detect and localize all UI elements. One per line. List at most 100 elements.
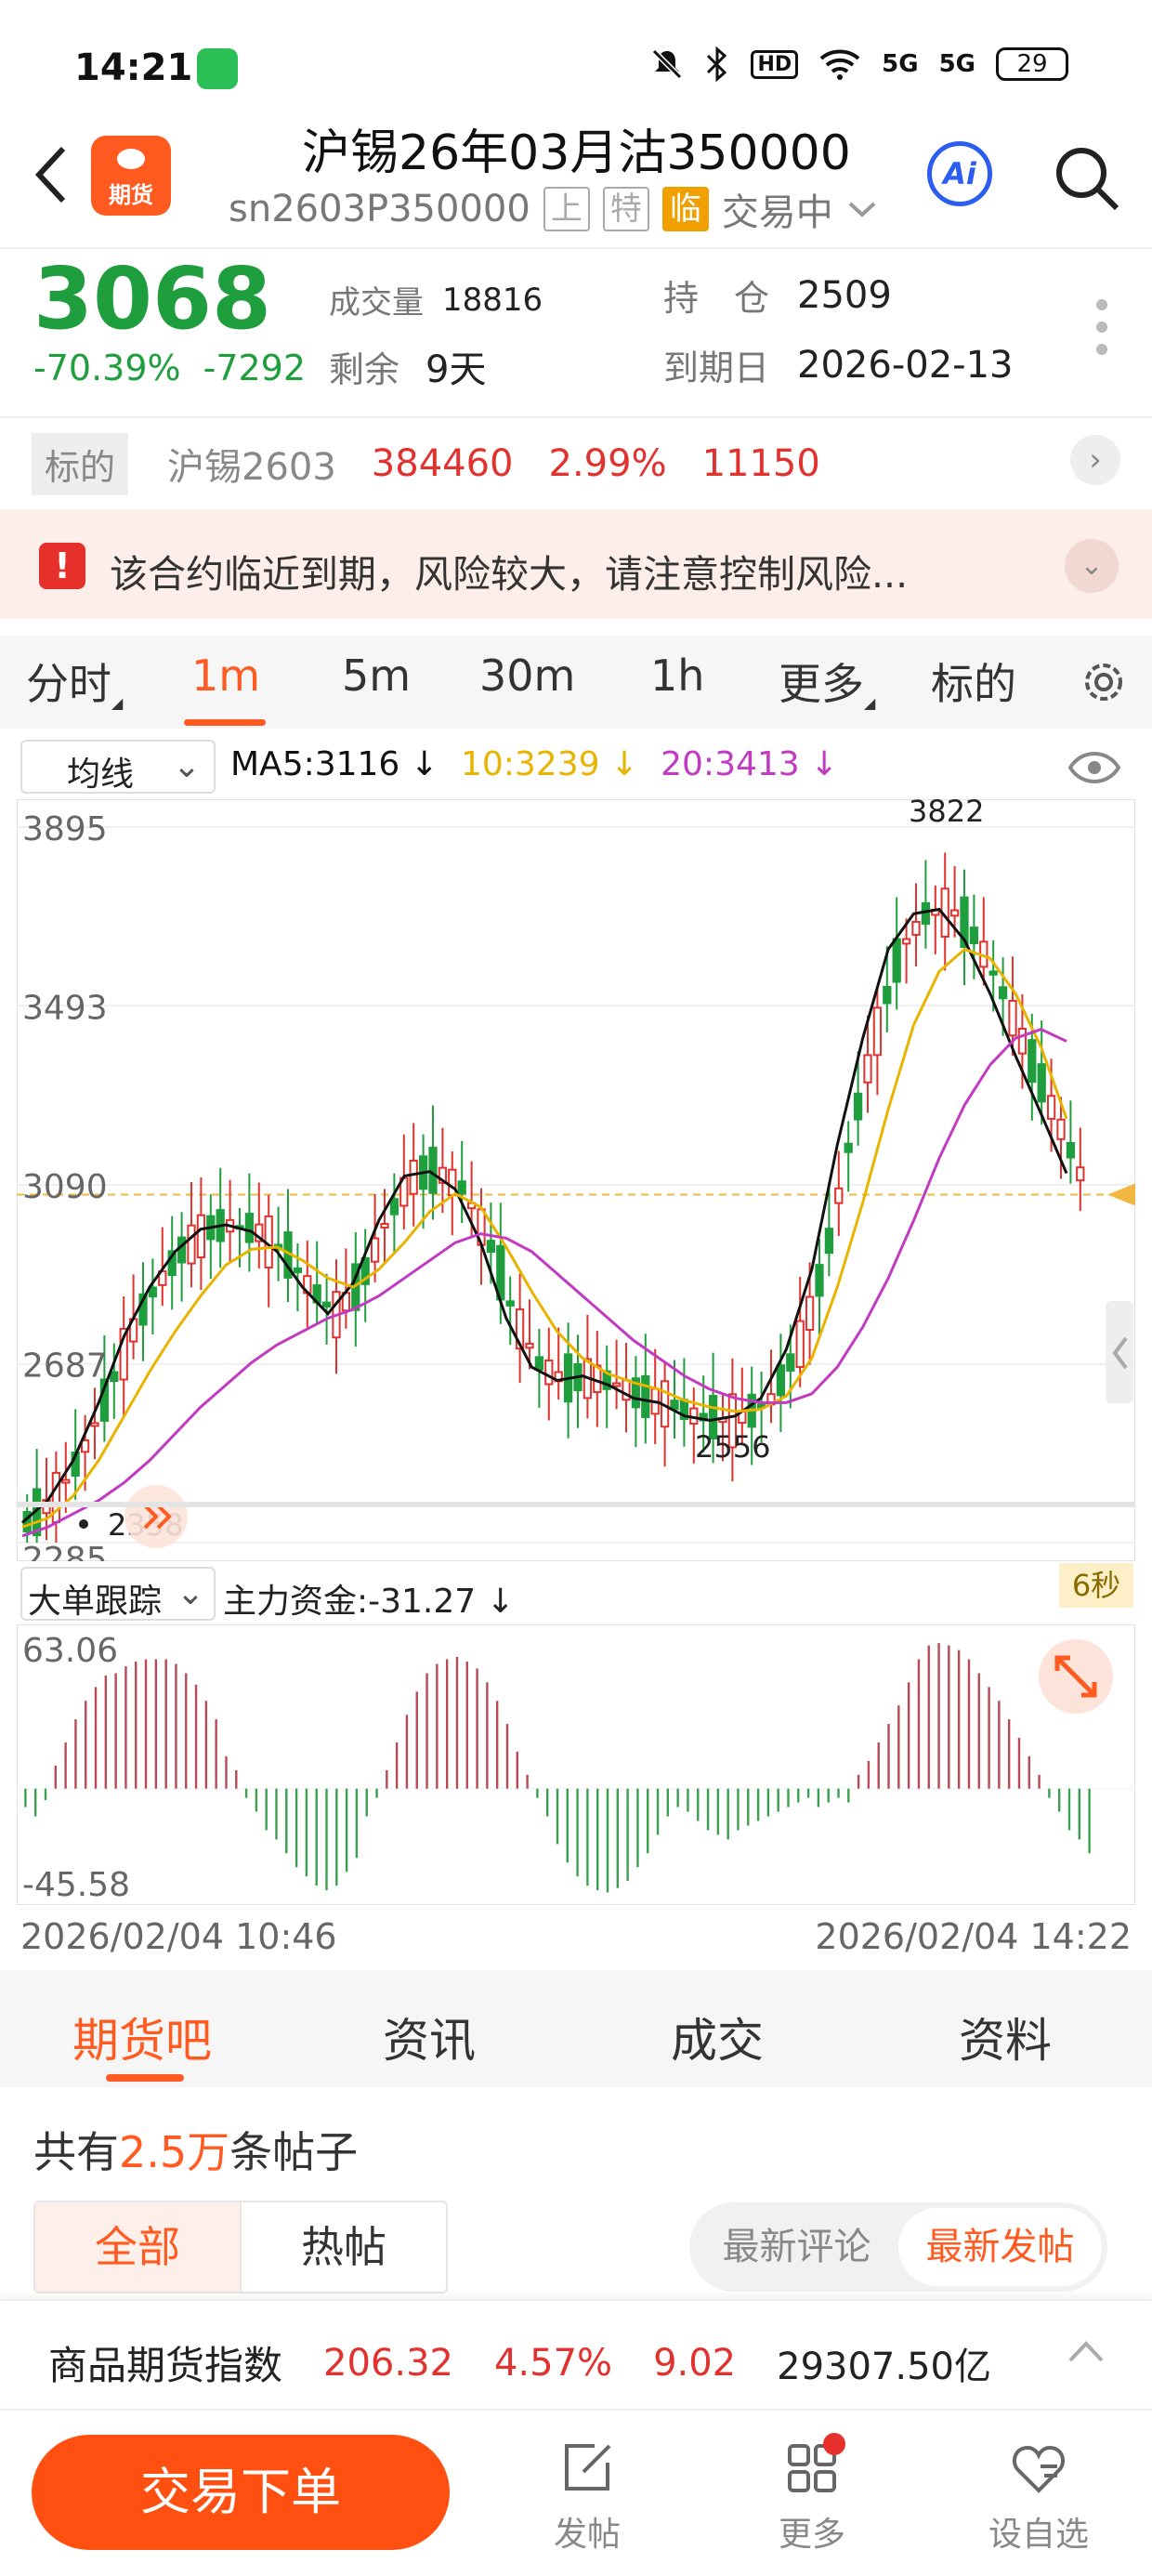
- more-label: 更多: [778, 2516, 845, 2554]
- underlying-pct: 2.99%: [548, 442, 667, 485]
- exchange-tag: 上: [543, 187, 590, 231]
- special-tag: 特: [602, 187, 649, 231]
- ai-assistant-button[interactable]: Ai: [927, 141, 992, 206]
- back-button[interactable]: [28, 138, 74, 212]
- eye-icon[interactable]: [1067, 749, 1122, 786]
- change-amount: -7292: [203, 348, 307, 388]
- candle-body: [1017, 1027, 1028, 1055]
- candle-body: [525, 1342, 534, 1349]
- underlying-price: 384460: [371, 442, 514, 485]
- candle-body: [448, 1168, 457, 1197]
- status-bar: 14:21 HD 5G 5G 29: [0, 0, 1152, 102]
- flow-selector[interactable]: 大单跟踪 ⌄: [20, 1567, 216, 1621]
- more-button[interactable]: 更多: [747, 2433, 877, 2556]
- heart-icon: [1012, 2445, 1066, 2493]
- candle-body: [138, 1293, 148, 1326]
- trading-status[interactable]: 交易中: [721, 191, 833, 234]
- y-tick-label: 3493: [22, 989, 108, 1027]
- chevron-down-icon[interactable]: ⌄: [1065, 539, 1119, 593]
- candle-body: [148, 1286, 158, 1298]
- tab-trades[interactable]: 成交: [671, 2014, 764, 2068]
- chevron-left-icon: [1112, 1336, 1128, 1370]
- sort-latest-comment-button[interactable]: 最新评论: [722, 2226, 871, 2268]
- index-change: 9.02: [653, 2341, 737, 2385]
- post-button[interactable]: 发帖: [522, 2438, 652, 2556]
- trade-order-button[interactable]: 交易下单: [32, 2435, 450, 2550]
- candle-body: [631, 1377, 641, 1409]
- y-tick-label: 2687: [22, 1347, 108, 1386]
- gear-icon[interactable]: [1078, 656, 1130, 708]
- 5g-signal-icon: 5G: [882, 50, 919, 78]
- expand-icon[interactable]: [1039, 1639, 1113, 1714]
- tab-info[interactable]: 资料: [959, 2014, 1052, 2068]
- chart-start-time: 2026/02/04 10:46: [20, 1916, 337, 1957]
- candle-body: [727, 1393, 738, 1449]
- chevron-down-icon: ⌄: [172, 747, 201, 785]
- tab-intraday[interactable]: 分时◢: [26, 659, 124, 712]
- candle-body: [641, 1374, 650, 1418]
- main-fund-flow: 主力资金:-31.27 ↓: [223, 1583, 515, 1621]
- chart-scrollbar: [17, 1502, 1135, 1507]
- tab-1h[interactable]: 1h: [650, 651, 705, 701]
- chevron-right-icon[interactable]: ›: [1070, 435, 1120, 485]
- add-watchlist-button[interactable]: 设自选: [974, 2438, 1104, 2556]
- candle-body: [795, 1320, 805, 1369]
- flow-selector-label: 大单跟踪: [28, 1583, 163, 1621]
- refresh-interval-badge[interactable]: 6秒: [1059, 1563, 1133, 1608]
- warning-text: 该合约临近到期，风险较大，请注意控制风险...: [110, 552, 909, 597]
- underlying-row[interactable]: 标的 沪锡2603 384460 2.99% 11150 ›: [0, 416, 1152, 502]
- post-count: 共有2.5万条帖子: [33, 2119, 358, 2180]
- active-tab-indicator: [106, 2074, 184, 2082]
- candle-body: [892, 938, 901, 983]
- index-pct: 4.57%: [493, 2341, 613, 2385]
- chart-end-time: 2026/02/04 14:22: [815, 1916, 1132, 1957]
- candle-body: [611, 1382, 622, 1387]
- open-interest: 持 仓 2509: [663, 269, 892, 321]
- index-quote: 商品期货指数 206.32 4.57% 9.02 29307.50亿: [48, 2334, 991, 2391]
- commodity-index-bar[interactable]: 商品期货指数 206.32 4.57% 9.02 29307.50亿: [0, 2299, 1152, 2407]
- tab-more[interactable]: 更多◢: [779, 659, 876, 712]
- status-icons: HD 5G 5G 29: [650, 46, 1068, 82]
- chevron-down-icon[interactable]: [846, 198, 878, 220]
- candle-body: [969, 927, 979, 945]
- search-icon[interactable]: [1050, 141, 1122, 214]
- ma-line-20: [21, 1027, 1067, 1538]
- candle-body: [872, 1006, 883, 1057]
- candle-body: [1076, 1166, 1085, 1182]
- candle-body: [844, 1142, 853, 1153]
- post-label: 发帖: [553, 2516, 621, 2554]
- candle-body: [119, 1327, 128, 1381]
- chevron-up-icon[interactable]: [1063, 2329, 1109, 2375]
- candle-body: [1056, 1118, 1066, 1140]
- indicator-selector[interactable]: 均线 ⌄: [20, 740, 216, 794]
- ma5-value: MA5:3116 ↓: [230, 745, 439, 783]
- index-value: 206.32: [323, 2341, 453, 2385]
- ma10-value: 10:3239 ↓: [460, 745, 639, 783]
- tab-1m[interactable]: 1m: [191, 651, 261, 701]
- candle-body: [708, 1395, 718, 1439]
- filter-all-button[interactable]: 全部: [35, 2202, 240, 2292]
- last-price: 3068: [33, 249, 272, 348]
- candle-body: [167, 1250, 177, 1277]
- candle-body: [61, 1479, 71, 1484]
- price-chart[interactable]: 38953493309026872285382225562358: [17, 799, 1135, 1561]
- candle-body: [1028, 1039, 1037, 1084]
- fund-flow-chart[interactable]: 63.06 -45.58: [17, 1624, 1135, 1905]
- tab-underlying[interactable]: 标的: [931, 659, 1016, 709]
- period-tabs: 分时◢ 1m 5m 30m 1h 更多◢ 标的: [0, 636, 1152, 729]
- candle-body: [293, 1267, 303, 1273]
- tab-30m[interactable]: 30m: [479, 651, 576, 701]
- price-change: -70.39% -7292: [33, 348, 306, 388]
- tab-forum[interactable]: 期货吧: [72, 2014, 212, 2068]
- y-tick-label: 3895: [22, 810, 108, 848]
- post-filter: 全部 热帖: [33, 2201, 448, 2293]
- post-count-value: 2.5万: [119, 2127, 230, 2177]
- tab-news[interactable]: 资讯: [383, 2014, 476, 2068]
- candle-body: [389, 1198, 399, 1216]
- sort-latest-post-button[interactable]: 最新发帖: [898, 2208, 1102, 2286]
- candle-body: [515, 1308, 525, 1350]
- filter-hot-button[interactable]: 热帖: [240, 2202, 446, 2292]
- more-options-icon[interactable]: [1096, 299, 1111, 366]
- tab-5m[interactable]: 5m: [342, 651, 412, 701]
- grid-icon: [788, 2444, 836, 2492]
